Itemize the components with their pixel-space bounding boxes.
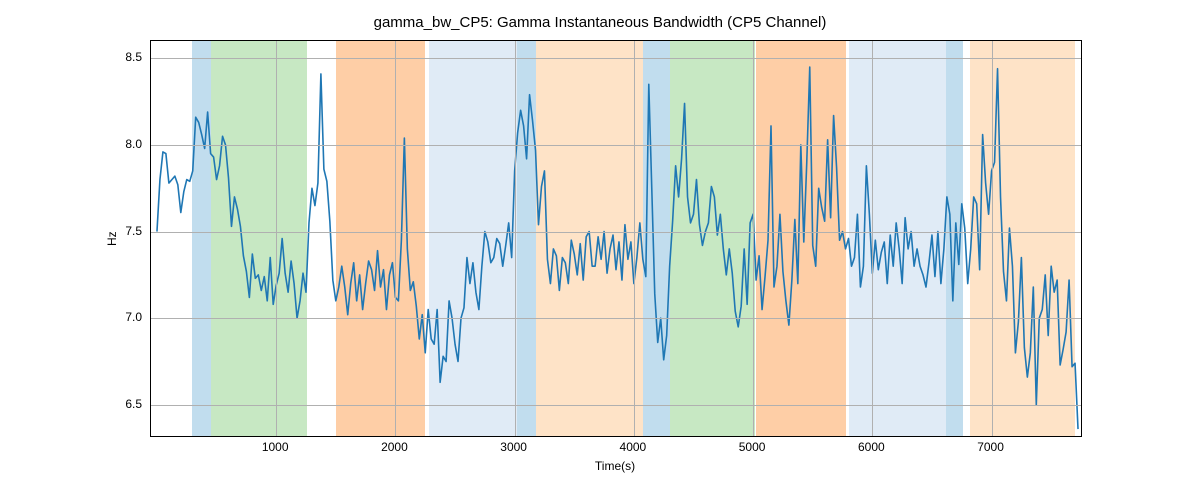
gridline-vertical	[515, 41, 516, 436]
y-tick-label: 8.0	[125, 137, 142, 151]
gridline-vertical	[872, 41, 873, 436]
chart-title: gamma_bw_CP5: Gamma Instantaneous Bandwi…	[0, 14, 1200, 31]
chart-container: gamma_bw_CP5: Gamma Instantaneous Bandwi…	[0, 0, 1200, 500]
x-tick-label: 3000	[500, 440, 527, 454]
gridline-horizontal	[151, 145, 1081, 146]
gridline-vertical	[634, 41, 635, 436]
y-tick-label: 7.5	[125, 224, 142, 238]
plot-area	[150, 40, 1082, 437]
gridline-horizontal	[151, 232, 1081, 233]
line-layer	[151, 41, 1081, 436]
y-tick-label: 7.0	[125, 310, 142, 324]
data-line	[157, 67, 1078, 429]
x-axis-label: Time(s)	[595, 459, 635, 473]
y-tick-label: 8.5	[125, 50, 142, 64]
gridline-horizontal	[151, 405, 1081, 406]
x-tick-label: 1000	[262, 440, 289, 454]
x-tick-label: 4000	[620, 440, 647, 454]
x-tick-label: 7000	[977, 440, 1004, 454]
gridline-vertical	[395, 41, 396, 436]
gridline-vertical	[276, 41, 277, 436]
x-tick-label: 5000	[739, 440, 766, 454]
y-axis-label: Hz	[105, 231, 119, 246]
x-tick-label: 2000	[381, 440, 408, 454]
gridline-horizontal	[151, 318, 1081, 319]
gridline-vertical	[992, 41, 993, 436]
gridline-vertical	[753, 41, 754, 436]
x-tick-label: 6000	[858, 440, 885, 454]
y-tick-label: 6.5	[125, 397, 142, 411]
gridline-horizontal	[151, 58, 1081, 59]
